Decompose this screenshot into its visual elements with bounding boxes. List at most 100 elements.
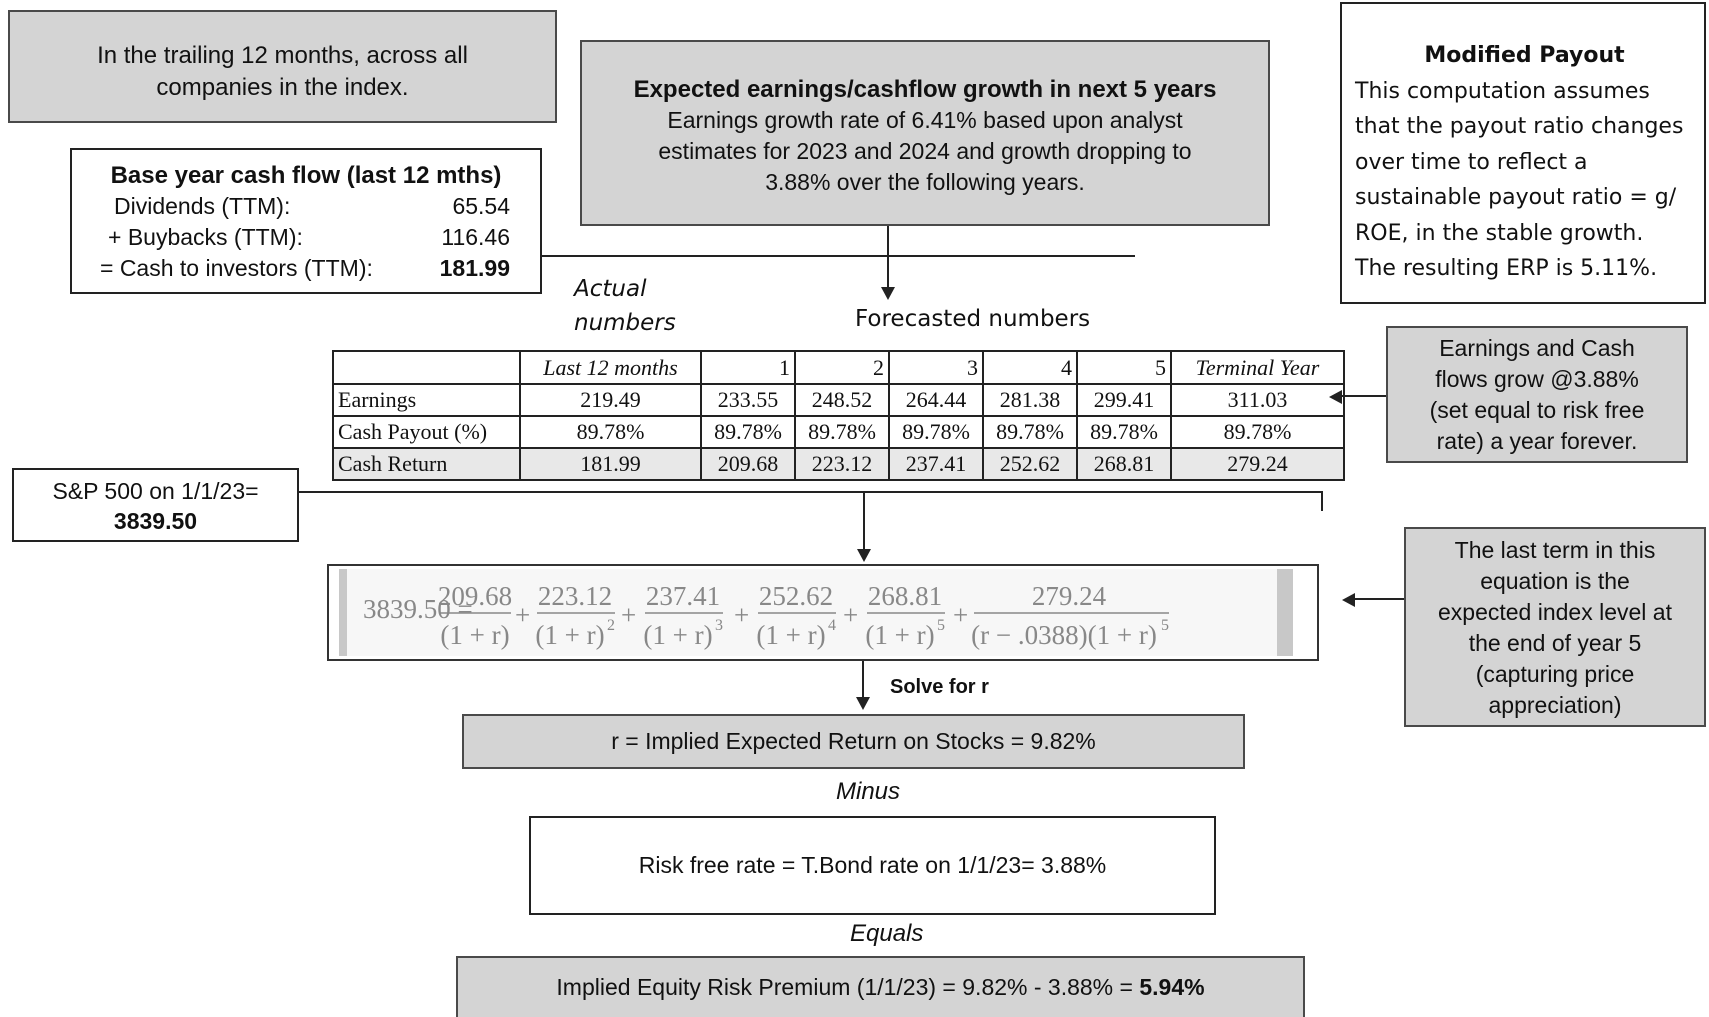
arrow-down-icon [857, 549, 871, 562]
connector-table-to-equation [863, 491, 865, 553]
table-header-cell: Terminal Year [1170, 350, 1345, 385]
expected-growth-line: Earnings growth rate of 6.41% based upon… [667, 107, 1183, 133]
equation-denominator: (1 + r) [643, 620, 712, 650]
table-cell: 252.62 [982, 447, 1078, 481]
table-row: Earnings 219.49 233.55 248.52 264.44 281… [332, 383, 1345, 417]
equation-denominator: (1 + r) [756, 620, 825, 650]
exponent: 4 [828, 617, 836, 634]
connector-equation-to-solve [862, 661, 864, 701]
plus-sign: + [953, 600, 968, 630]
expected-growth-line: 3.88% over the following years. [765, 169, 1085, 195]
implied-erp-value: 5.94% [1139, 974, 1205, 1000]
base-year-label: Dividends (TTM): [114, 193, 291, 219]
equation-numerator: 252.62 [759, 581, 833, 611]
equation-numerator: 268.81 [868, 581, 942, 611]
actual-numbers-line: numbers [574, 310, 676, 336]
minus-label: Minus [836, 778, 901, 805]
base-year-label: + Buybacks (TTM): [108, 224, 303, 250]
solve-for-r-label: Solve for r [890, 676, 989, 698]
exponent: 5 [1161, 617, 1169, 634]
last-term-line: expected index level at [1438, 599, 1672, 625]
exponent: 3 [715, 617, 723, 634]
valuation-equation-box: 3839.50 = 209.68 (1 + r) + 223.12 (1 + r… [327, 564, 1319, 661]
table-cell: 248.52 [794, 383, 890, 417]
implied-erp-text: Implied Equity Risk Premium (1/1/23) = 9… [556, 974, 1140, 1000]
arrow-left-icon [1342, 593, 1355, 607]
modified-payout-line: over time to reflect a [1355, 149, 1588, 175]
table-cell: 89.78% [700, 415, 796, 449]
equation-numerator: 223.12 [538, 581, 612, 611]
equation-lhs: 3839.50 = [363, 594, 473, 624]
table-cell: 279.24 [1170, 447, 1345, 481]
connector-grow-note [1342, 395, 1386, 397]
implied-return-text: r = Implied Expected Return on Stocks = … [611, 728, 1096, 754]
risk-free-rate-box: Risk free rate = T.Bond rate on 1/1/23= … [529, 816, 1216, 915]
connector-base-to-growth [542, 255, 1135, 257]
growth-forever-note-box: Earnings and Cash flows grow @3.88% (set… [1386, 326, 1688, 463]
last-term-line: equation is the [1480, 568, 1630, 594]
base-year-value: 116.46 [441, 224, 510, 250]
modified-payout-line: ROE, in the stable growth. [1355, 220, 1644, 246]
table-row-label: Earnings [332, 383, 521, 417]
table-cell: 209.68 [700, 447, 796, 481]
table-header-cell: 2 [794, 350, 890, 385]
valuation-equation: 3839.50 = 209.68 (1 + r) + 223.12 (1 + r… [363, 581, 1169, 650]
sp500-value: 3839.50 [113, 508, 198, 534]
table-cell: 219.49 [519, 383, 702, 417]
table-cell: 89.78% [1076, 415, 1172, 449]
connector-sp500 [299, 491, 1323, 493]
base-year-total-value: 181.99 [439, 255, 510, 281]
last-term-note-box: The last term in this equation is the ex… [1404, 527, 1706, 727]
table-row: Cash Return 181.99 209.68 223.12 237.41 … [332, 447, 1345, 481]
forecasted-numbers-label: Forecasted numbers [855, 306, 1091, 332]
equation-numerator: 279.24 [1032, 581, 1107, 611]
equation-denominator: (1 + r) [865, 620, 934, 650]
table-cell: 299.41 [1076, 383, 1172, 417]
equals-label: Equals [850, 920, 924, 947]
table-row-label: Cash Return [332, 447, 521, 481]
growth-forever-line: flows grow @3.88% [1435, 366, 1639, 392]
growth-forever-line: rate) a year forever. [1436, 428, 1638, 454]
table-header-cell [332, 350, 521, 385]
implied-erp-box: Implied Equity Risk Premium (1/1/23) = 9… [456, 956, 1305, 1017]
base-year-row: Dividends (TTM): 65.54 [72, 191, 540, 222]
sp500-level-box: S&P 500 on 1/1/23= 3839.50 [12, 468, 299, 542]
table-header-cell: Last 12 months [519, 350, 702, 385]
table-cell: 89.78% [794, 415, 890, 449]
base-year-value: 65.54 [452, 193, 510, 219]
table-cell: 89.78% [982, 415, 1078, 449]
table-header-cell: 4 [982, 350, 1078, 385]
last-term-line: the end of year 5 [1468, 630, 1642, 656]
expected-growth-box: Expected earnings/cashflow growth in nex… [580, 40, 1270, 226]
last-term-line: appreciation) [1488, 692, 1622, 718]
table-cell: 233.55 [700, 383, 796, 417]
modified-payout-line: This computation assumes [1355, 78, 1650, 104]
table-header-cell: 5 [1076, 350, 1172, 385]
expected-growth-line: estimates for 2023 and 2024 and growth d… [658, 138, 1192, 164]
equation-numerator: 209.68 [438, 581, 512, 611]
table-cell: 264.44 [888, 383, 984, 417]
modified-payout-line: sustainable payout ratio = g/ [1355, 185, 1677, 210]
equation-numerator: 237.41 [646, 581, 720, 611]
implied-return-box: r = Implied Expected Return on Stocks = … [462, 714, 1245, 769]
arrow-down-icon [856, 697, 870, 710]
exponent: 5 [937, 617, 945, 634]
plus-sign: + [621, 600, 636, 630]
table-header-row: Last 12 months 1 2 3 4 5 Terminal Year [332, 350, 1345, 385]
arrow-down-icon [881, 287, 895, 300]
table-cell: 237.41 [888, 447, 984, 481]
modified-payout-box: Modified Payout This computation assumes… [1340, 2, 1706, 304]
table-cell: 89.78% [888, 415, 984, 449]
equation-denominator: (r − .0388)(1 + r) [971, 620, 1157, 650]
modified-payout-line: that the payout ratio changes [1355, 114, 1684, 139]
base-year-cash-flow-box: Base year cash flow (last 12 mths) Divid… [70, 148, 542, 294]
trailing-note-line: In the trailing 12 months, across all [97, 42, 468, 69]
base-year-title: Base year cash flow (last 12 mths) [110, 162, 502, 189]
exponent: 2 [607, 617, 615, 634]
growth-forever-line: Earnings and Cash [1439, 335, 1635, 361]
table-cell: 223.12 [794, 447, 890, 481]
table-cell: 89.78% [519, 415, 702, 449]
connector-growth-down [887, 226, 889, 296]
sp500-label: S&P 500 on 1/1/23= [52, 478, 259, 504]
table-cell: 311.03 [1170, 383, 1345, 417]
